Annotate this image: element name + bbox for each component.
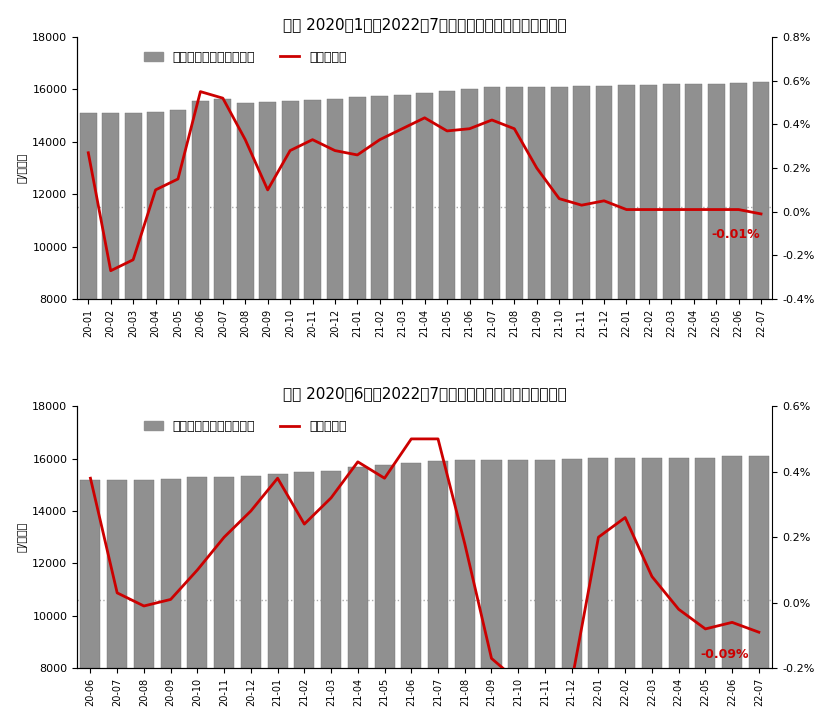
Bar: [753, 82, 770, 509]
Bar: [401, 463, 421, 723]
Bar: [134, 479, 154, 723]
Y-axis label: 元/平方米: 元/平方米: [17, 522, 27, 552]
Bar: [669, 458, 689, 723]
Bar: [663, 85, 680, 509]
Bar: [348, 467, 368, 723]
Bar: [81, 479, 101, 723]
Bar: [282, 101, 298, 509]
Bar: [509, 460, 529, 723]
Bar: [535, 460, 555, 723]
Bar: [618, 85, 635, 509]
Bar: [375, 465, 395, 723]
Bar: [722, 456, 742, 723]
Bar: [241, 476, 261, 723]
Legend: 百城新建住宅均价（左）, 环比（右）: 百城新建住宅均价（左）, 环比（右）: [139, 46, 352, 69]
Bar: [192, 101, 209, 509]
Bar: [686, 85, 702, 509]
Bar: [588, 458, 608, 723]
Bar: [394, 95, 411, 509]
Bar: [615, 458, 635, 723]
Bar: [749, 456, 769, 723]
Bar: [596, 86, 612, 509]
Title: 图： 2020年6月至2022年7月百城二手住宅均价及环比变化: 图： 2020年6月至2022年7月百城二手住宅均价及环比变化: [283, 386, 567, 401]
Bar: [573, 86, 590, 509]
Bar: [107, 479, 127, 723]
Bar: [237, 103, 253, 509]
Bar: [268, 474, 288, 723]
Bar: [506, 87, 523, 509]
Bar: [551, 87, 568, 509]
Bar: [321, 471, 341, 723]
Bar: [147, 111, 164, 509]
Bar: [416, 93, 433, 509]
Text: -0.01%: -0.01%: [711, 228, 760, 241]
Bar: [214, 98, 231, 509]
Bar: [327, 98, 343, 509]
Y-axis label: 元/平方米: 元/平方米: [17, 153, 27, 183]
Bar: [708, 84, 725, 509]
Bar: [730, 82, 747, 509]
Bar: [481, 460, 502, 723]
Bar: [125, 113, 141, 509]
Bar: [304, 100, 321, 509]
Bar: [214, 477, 234, 723]
Bar: [484, 87, 500, 509]
Bar: [562, 458, 582, 723]
Bar: [529, 87, 545, 509]
Bar: [170, 111, 186, 509]
Bar: [642, 458, 662, 723]
Bar: [102, 113, 119, 509]
Bar: [439, 90, 455, 509]
Bar: [294, 472, 314, 723]
Legend: 百城二手住宅均价（左）, 环比（右）: 百城二手住宅均价（左）, 环比（右）: [139, 415, 352, 438]
Bar: [455, 460, 475, 723]
Bar: [259, 102, 276, 509]
Title: 图： 2020年1月至2022年7月百城新建住宅均价及环比变化: 图： 2020年1月至2022年7月百城新建住宅均价及环比变化: [283, 17, 567, 32]
Bar: [696, 458, 715, 723]
Bar: [461, 89, 478, 509]
Text: -0.09%: -0.09%: [700, 649, 749, 662]
Bar: [349, 98, 366, 509]
Bar: [371, 96, 388, 509]
Bar: [80, 113, 96, 509]
Bar: [428, 461, 448, 723]
Bar: [160, 479, 180, 723]
Bar: [641, 85, 657, 509]
Bar: [187, 477, 208, 723]
